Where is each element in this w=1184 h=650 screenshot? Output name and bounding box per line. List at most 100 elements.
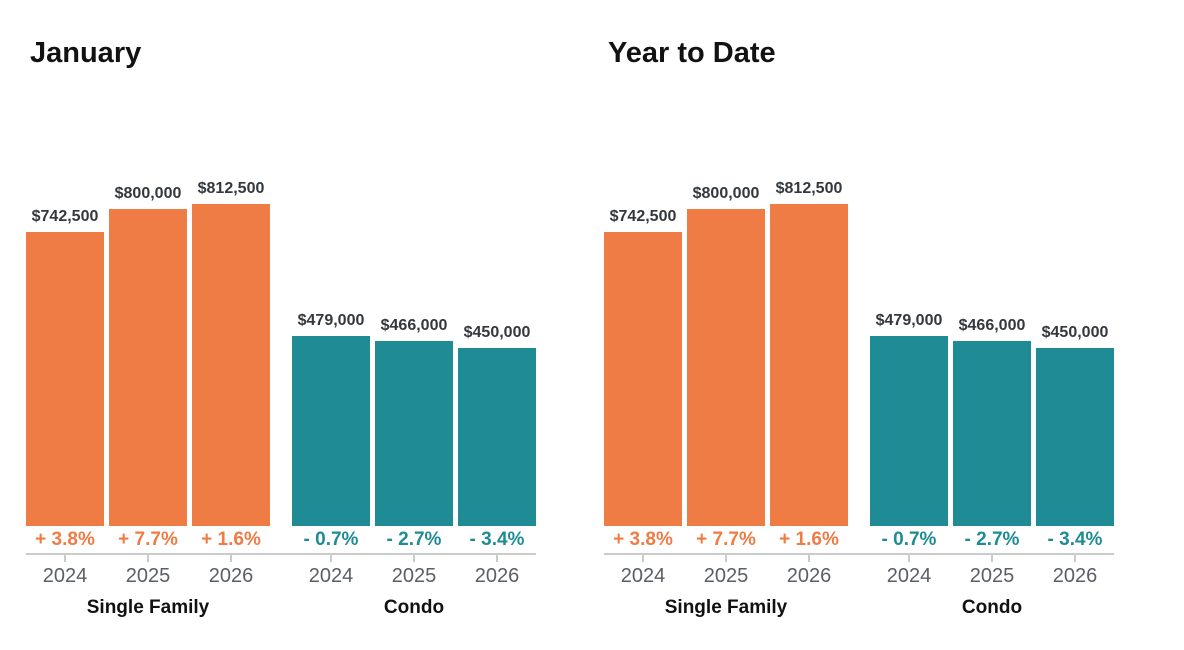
bar-column-single-family-2026: $812,500 xyxy=(192,180,270,526)
year-label-row: 2024 2025 2026 2024 2025 2026 xyxy=(26,564,536,588)
bar-column-condo-2024: $479,000 xyxy=(870,312,948,526)
bar-value-label: $742,500 xyxy=(609,208,677,225)
bar-value-label: $742,500 xyxy=(31,208,99,225)
tick-cell xyxy=(26,555,104,562)
year-label: 2026 xyxy=(208,564,254,587)
bar-value-label: $479,000 xyxy=(875,312,943,329)
group-label-single-family: Single Family xyxy=(664,597,788,618)
group-label-single-family: Single Family xyxy=(86,597,210,618)
bar-column-condo-2024: $479,000 xyxy=(292,312,370,526)
x-axis-line xyxy=(26,553,536,555)
group-label-condo: Condo xyxy=(961,597,1023,618)
tick-cell xyxy=(687,555,765,562)
bar-value-label: $450,000 xyxy=(1041,324,1109,341)
single-family-bar-2025 xyxy=(109,209,187,526)
tick-cell xyxy=(604,555,682,562)
year-label: 2024 xyxy=(886,564,932,587)
tick-cell xyxy=(870,555,948,562)
year-label: 2025 xyxy=(125,564,171,587)
axis-tick xyxy=(230,555,232,562)
bar-value-label: $450,000 xyxy=(463,324,531,341)
condo-bar-2024 xyxy=(292,336,370,526)
condo-bar-2025 xyxy=(375,341,453,526)
bar-value-label: $800,000 xyxy=(692,185,760,202)
bar-value-label: $812,500 xyxy=(197,180,265,197)
tick-cell xyxy=(770,555,848,562)
axis-tick xyxy=(725,555,727,562)
axis-tick xyxy=(642,555,644,562)
bar-column-condo-2026: $450,000 xyxy=(1036,324,1114,526)
bars-row: $742,500 $800,000 $812,500 $479,000 $466… xyxy=(26,70,536,526)
bar-value-label: $466,000 xyxy=(380,317,448,334)
x-axis-ticks xyxy=(604,555,1114,562)
x-axis-ticks xyxy=(26,555,536,562)
group-label-row: Single Family Condo xyxy=(26,597,536,621)
change-label-condo-2025: - 2.7% xyxy=(386,528,442,550)
change-label-condo-2025: - 2.7% xyxy=(964,528,1020,550)
chart-title-year-to-date: Year to Date xyxy=(608,37,776,69)
tick-cell xyxy=(1036,555,1114,562)
change-label-single-family-2025: + 7.7% xyxy=(696,528,756,550)
bar-column-single-family-2024: $742,500 xyxy=(604,208,682,526)
year-label: 2025 xyxy=(969,564,1015,587)
bar-value-label: $812,500 xyxy=(775,180,843,197)
year-label: 2024 xyxy=(308,564,354,587)
year-label: 2024 xyxy=(42,564,88,587)
condo-bar-2026 xyxy=(1036,348,1114,526)
year-label: 2025 xyxy=(391,564,437,587)
year-label: 2024 xyxy=(620,564,666,587)
axis-tick xyxy=(147,555,149,562)
single-family-bar-2026 xyxy=(770,204,848,526)
change-label-single-family-2026: + 1.6% xyxy=(201,528,261,550)
year-label: 2025 xyxy=(703,564,749,587)
bar-column-condo-2025: $466,000 xyxy=(375,317,453,526)
year-label-row: 2024 2025 2026 2024 2025 2026 xyxy=(604,564,1114,588)
bar-column-condo-2026: $450,000 xyxy=(458,324,536,526)
bar-column-single-family-2024: $742,500 xyxy=(26,208,104,526)
tick-cell xyxy=(458,555,536,562)
condo-bar-2026 xyxy=(458,348,536,526)
x-axis-line xyxy=(604,553,1114,555)
condo-bar-2024 xyxy=(870,336,948,526)
change-label-condo-2024: - 0.7% xyxy=(303,528,359,550)
single-family-bar-2026 xyxy=(192,204,270,526)
single-family-bar-2025 xyxy=(687,209,765,526)
change-label-single-family-2025: + 7.7% xyxy=(118,528,178,550)
tick-cell xyxy=(953,555,1031,562)
tick-cell xyxy=(109,555,187,562)
year-label: 2026 xyxy=(474,564,520,587)
change-label-condo-2026: - 3.4% xyxy=(469,528,525,550)
bar-value-label: $800,000 xyxy=(114,185,182,202)
tick-cell xyxy=(375,555,453,562)
bar-column-single-family-2025: $800,000 xyxy=(109,185,187,526)
chart-year-to-date: Year to Date $742,500 $800,000 $812,500 … xyxy=(604,0,1114,621)
change-label-single-family-2024: + 3.8% xyxy=(35,528,95,550)
change-label-condo-2026: - 3.4% xyxy=(1047,528,1103,550)
year-label: 2026 xyxy=(1052,564,1098,587)
charts-row: January $742,500 $800,000 $812,500 $479,… xyxy=(26,0,1114,621)
bars-row: $742,500 $800,000 $812,500 $479,000 $466… xyxy=(604,70,1114,526)
axis-tick xyxy=(991,555,993,562)
group-label-condo: Condo xyxy=(383,597,445,618)
axis-tick xyxy=(330,555,332,562)
axis-tick xyxy=(496,555,498,562)
chart-title-january: January xyxy=(30,37,142,69)
single-family-bar-2024 xyxy=(604,232,682,526)
bar-value-label: $466,000 xyxy=(958,317,1026,334)
bar-column-single-family-2025: $800,000 xyxy=(687,185,765,526)
condo-bar-2025 xyxy=(953,341,1031,526)
percent-change-row: + 3.8% + 7.7% + 1.6% - 0.7% - 2.7% - 3.4… xyxy=(604,526,1114,553)
change-label-single-family-2024: + 3.8% xyxy=(613,528,673,550)
bar-column-single-family-2026: $812,500 xyxy=(770,180,848,526)
axis-tick xyxy=(413,555,415,562)
tick-cell xyxy=(192,555,270,562)
axis-tick xyxy=(908,555,910,562)
axis-tick xyxy=(64,555,66,562)
bar-column-condo-2025: $466,000 xyxy=(953,317,1031,526)
change-label-condo-2024: - 0.7% xyxy=(881,528,937,550)
chart-january: January $742,500 $800,000 $812,500 $479,… xyxy=(26,0,536,621)
axis-tick xyxy=(1074,555,1076,562)
year-label: 2026 xyxy=(786,564,832,587)
single-family-bar-2024 xyxy=(26,232,104,526)
tick-cell xyxy=(292,555,370,562)
